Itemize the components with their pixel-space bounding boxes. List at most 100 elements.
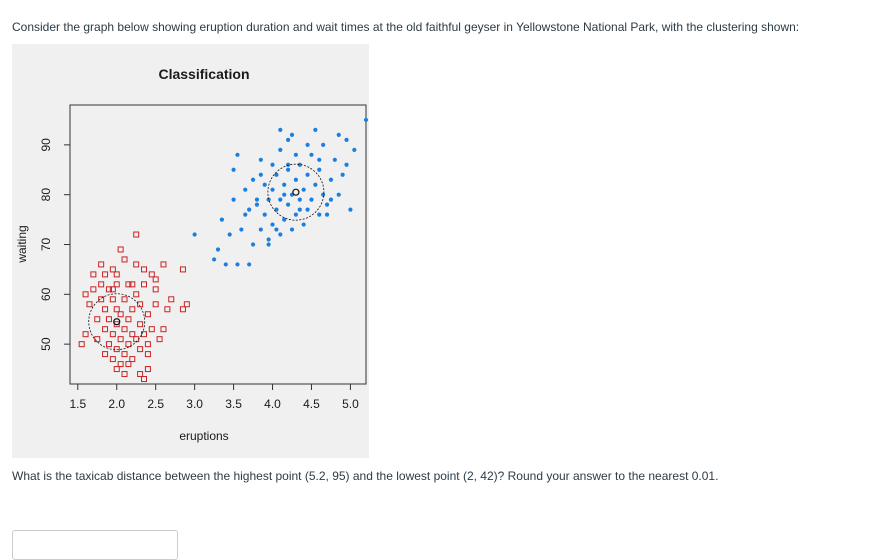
data-point-cluster-2 [309,152,314,157]
y-tick-label: 60 [39,287,53,301]
data-point-cluster-2 [293,212,298,217]
data-point-cluster-1 [98,281,105,288]
x-tick-label: 1.5 [69,397,86,411]
data-point-cluster-2 [250,242,256,247]
data-point-cluster-1 [105,341,112,348]
data-point-cluster-1 [183,301,190,308]
data-point-cluster-1 [105,316,112,323]
data-point-cluster-2 [231,167,236,172]
data-point-cluster-2 [235,262,240,267]
data-point-cluster-1 [86,301,93,308]
data-point-cluster-2 [317,157,322,162]
data-point-cluster-1 [152,276,159,283]
data-point-cluster-2 [328,197,334,202]
x-tick-label: 3.0 [186,397,203,411]
data-point-cluster-1 [90,286,97,293]
y-tick-label: 90 [39,138,53,152]
data-point-cluster-1 [133,291,140,298]
data-point-cluster-1 [117,336,124,343]
data-point-cluster-1 [113,271,120,278]
data-point-cluster-1 [117,311,124,318]
data-point-cluster-1 [141,281,147,288]
data-point-cluster-2 [262,212,267,217]
y-axis-label: waiting [15,225,29,263]
y-tick-label: 70 [39,238,53,252]
chart-title: Classification [158,66,249,82]
data-point-cluster-2 [243,187,248,192]
data-point-cluster-2 [274,227,279,232]
data-point-cluster-1 [168,296,175,303]
data-point-cluster-1 [121,371,128,378]
data-point-cluster-1 [98,261,105,268]
data-point-cluster-2 [324,212,330,217]
data-point-cluster-1 [129,356,136,363]
data-point-cluster-2 [254,197,260,202]
data-point-cluster-1 [125,361,132,368]
data-point-cluster-1 [179,266,186,273]
data-point-cluster-1 [102,326,109,333]
data-point-cluster-2 [278,147,283,152]
data-point-cluster-2 [282,182,287,187]
data-points [78,117,369,383]
data-point-cluster-1 [102,351,109,358]
data-point-cluster-1 [113,366,120,373]
data-point-cluster-2 [215,247,221,252]
data-point-cluster-1 [94,316,101,323]
data-point-cluster-2 [266,242,271,247]
data-point-cluster-1 [160,261,167,268]
data-point-cluster-2 [348,207,353,212]
scatter-chart: Classification 1.5 2.0 2.5 3.0 3.5 4.0 4.5 5.0 … [15,66,369,443]
data-point-cluster-1 [125,341,132,348]
data-point-cluster-1 [94,336,101,343]
cluster-ring-2 [267,163,325,221]
data-point-cluster-1 [133,261,140,268]
data-point-cluster-2 [286,202,291,207]
x-axis: 1.5 2.0 2.5 3.0 3.5 4.0 4.5 5.0 [69,384,359,411]
x-tick-label: 4.0 [264,397,281,411]
data-point-cluster-2 [219,217,224,222]
data-point-cluster-1 [117,361,124,368]
y-axis: 50 60 70 80 90 [39,138,70,351]
data-point-cluster-2 [293,177,298,182]
data-point-cluster-1 [82,331,89,338]
data-point-cluster-2 [239,227,244,232]
data-point-cluster-2 [301,222,306,227]
data-point-cluster-2 [305,207,310,212]
chart-figure: Classification 1.5 2.0 2.5 3.0 3.5 4.0 4.5 5.0 … [12,44,369,458]
data-point-cluster-2 [247,262,252,267]
data-point-cluster-2 [301,187,306,192]
data-point-cluster-1 [137,321,144,328]
data-point-cluster-2 [321,192,326,197]
data-point-cluster-2 [293,152,298,157]
data-point-cluster-2 [278,197,283,202]
x-tick-label: 4.5 [303,397,320,411]
data-point-cluster-2 [289,132,295,137]
data-point-cluster-2 [212,257,217,262]
data-point-cluster-2 [270,187,275,192]
data-point-cluster-2 [278,232,283,237]
data-point-cluster-1 [90,271,97,278]
data-point-cluster-2 [286,137,291,142]
data-point-cluster-2 [336,192,341,197]
data-point-cluster-2 [192,232,197,237]
data-point-cluster-1 [113,346,120,353]
data-point-cluster-1 [141,331,147,338]
data-point-cluster-1 [102,271,109,278]
data-point-cluster-2 [262,182,267,187]
data-point-cluster-1 [121,351,128,358]
data-point-cluster-1 [129,331,136,338]
data-point-cluster-1 [144,366,151,373]
data-point-cluster-1 [121,296,128,303]
data-point-cluster-2 [254,202,260,207]
data-point-cluster-2 [286,162,291,167]
data-point-cluster-2 [340,172,345,177]
data-point-cluster-2 [274,172,279,177]
data-point-cluster-1 [129,281,136,288]
x-tick-label: 3.5 [225,397,242,411]
data-point-cluster-2 [321,142,326,147]
data-point-cluster-1 [141,266,147,273]
data-point-cluster-1 [125,281,132,288]
data-point-cluster-1 [152,301,159,308]
data-point-cluster-1 [82,291,89,298]
data-point-cluster-1 [144,311,151,318]
